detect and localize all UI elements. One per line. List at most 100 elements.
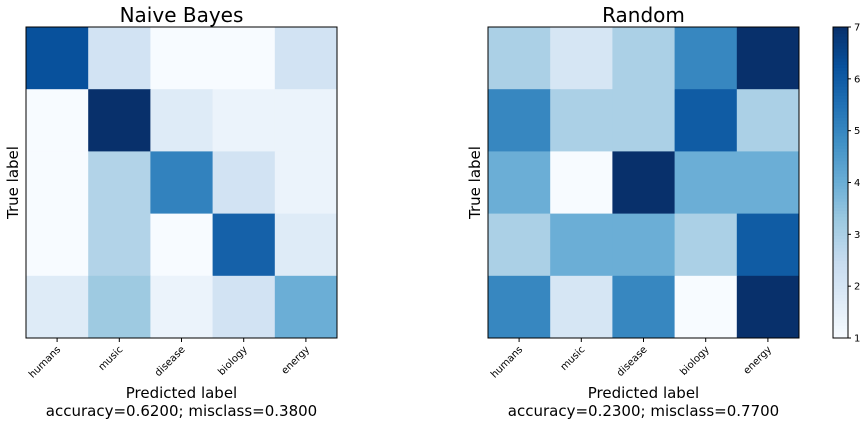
y-axis-label: True label bbox=[466, 146, 484, 220]
colorbar-segment bbox=[833, 126, 848, 131]
colorbar-tick-label: 4 bbox=[854, 178, 860, 189]
colorbar-segment bbox=[833, 179, 848, 183]
colorbar-segment bbox=[833, 232, 848, 236]
colorbar-segment bbox=[833, 64, 848, 68]
colorbar-segment bbox=[833, 129, 848, 134]
colorbar-segment bbox=[833, 98, 848, 103]
colorbar-segment bbox=[833, 166, 848, 171]
colorbar-segment bbox=[833, 89, 848, 93]
x-tick-label: music bbox=[97, 344, 126, 373]
heatmap-cell bbox=[274, 213, 338, 277]
colorbar-segment bbox=[833, 188, 848, 193]
colorbar-segment bbox=[833, 51, 848, 56]
colorbar-segment bbox=[833, 48, 848, 53]
colorbar-segment bbox=[833, 163, 848, 168]
colorbar-segment bbox=[833, 110, 848, 115]
heatmap-cell bbox=[274, 27, 338, 90]
heatmap-cell bbox=[150, 213, 214, 277]
heatmap-cell bbox=[212, 89, 276, 152]
heatmap-cell bbox=[488, 89, 551, 152]
heatmap-cell bbox=[674, 27, 738, 90]
colorbar-segment bbox=[833, 120, 848, 124]
x-tick-label: music bbox=[559, 344, 588, 373]
colorbar-segment bbox=[833, 148, 848, 152]
colorbar-tick-label: 1 bbox=[854, 334, 860, 345]
heatmap-cell bbox=[612, 27, 676, 90]
colorbar-segment bbox=[833, 226, 848, 230]
colorbar-tick-label: 2 bbox=[854, 282, 860, 293]
colorbar-segment bbox=[833, 86, 848, 90]
heatmap-cell bbox=[488, 27, 551, 90]
colorbar-segment bbox=[833, 282, 848, 286]
colorbar-segment bbox=[833, 170, 848, 174]
heatmap-cell bbox=[212, 151, 276, 215]
colorbar-segment bbox=[833, 241, 848, 246]
x-tick-label: biology bbox=[216, 344, 250, 378]
heatmap-cell bbox=[674, 89, 738, 152]
colorbar-segment bbox=[833, 310, 848, 314]
colorbar-segment bbox=[833, 76, 848, 81]
colorbar-segment bbox=[833, 101, 848, 106]
heatmap-cell bbox=[550, 151, 613, 215]
colorbar-segment bbox=[833, 114, 848, 118]
colorbar-segment bbox=[833, 104, 848, 109]
colorbar-segment bbox=[833, 285, 848, 289]
colorbar-segment bbox=[833, 27, 848, 31]
colorbar-segment bbox=[833, 235, 848, 239]
colorbar-segment bbox=[833, 300, 848, 305]
colorbar-tick-label: 7 bbox=[854, 23, 860, 34]
colorbar-segment bbox=[833, 157, 848, 162]
colorbar-segment bbox=[833, 194, 848, 199]
heatmap-cell bbox=[550, 213, 613, 277]
colorbar-segment bbox=[833, 328, 848, 333]
colorbar-segment bbox=[833, 138, 848, 143]
heatmap-cell bbox=[88, 89, 151, 152]
colorbar-segment bbox=[833, 306, 848, 311]
colorbar-segment bbox=[833, 313, 848, 317]
heatmap-cell bbox=[674, 213, 738, 277]
colorbar-tick-label: 6 bbox=[854, 74, 860, 85]
heatmap-cell bbox=[550, 89, 613, 152]
x-tick-label: disease bbox=[615, 344, 650, 379]
heatmap-cell bbox=[150, 27, 214, 90]
colorbar-segment bbox=[833, 297, 848, 302]
heatmap-cell bbox=[26, 89, 89, 152]
colorbar-segment bbox=[833, 210, 848, 215]
colorbar-segment bbox=[833, 247, 848, 252]
colorbar-segment bbox=[833, 182, 848, 187]
colorbar-segment bbox=[833, 275, 848, 280]
heatmap-cell bbox=[150, 151, 214, 215]
heatmap-cell bbox=[212, 213, 276, 277]
colorbar-segment bbox=[833, 219, 848, 224]
colorbar-tick-label: 3 bbox=[854, 230, 860, 241]
heatmap-cell bbox=[612, 89, 676, 152]
heatmap-cell bbox=[488, 213, 551, 277]
colorbar-segment bbox=[833, 244, 848, 249]
colorbar-segment bbox=[833, 160, 848, 165]
colorbar-segment bbox=[833, 288, 848, 292]
colorbar-segment bbox=[833, 70, 848, 75]
heatmap-cell bbox=[488, 275, 551, 339]
heatmap-cell bbox=[26, 213, 89, 277]
colorbar-segment bbox=[833, 291, 848, 295]
heatmap-cell bbox=[674, 275, 738, 339]
colorbar-tick-label: 5 bbox=[854, 126, 860, 137]
x-tick-label: energy bbox=[280, 344, 312, 376]
colorbar-segment bbox=[833, 316, 848, 320]
heatmap-cell bbox=[612, 213, 676, 277]
colorbar-segment bbox=[833, 132, 848, 137]
colorbar-segment bbox=[833, 266, 848, 271]
heatmap-cell bbox=[736, 27, 800, 90]
heatmap-cell bbox=[550, 27, 613, 90]
colorbar-segment bbox=[833, 33, 848, 37]
heatmap-cell bbox=[736, 275, 800, 339]
heatmap-cell bbox=[674, 151, 738, 215]
colorbar-segment bbox=[833, 142, 848, 146]
x-tick-label: disease bbox=[153, 344, 188, 379]
heatmap-cell bbox=[26, 151, 89, 215]
heatmap-cell bbox=[736, 213, 800, 277]
colorbar-segment bbox=[833, 73, 848, 78]
colorbar-segment bbox=[833, 204, 848, 208]
heatmap-cell bbox=[550, 275, 613, 339]
